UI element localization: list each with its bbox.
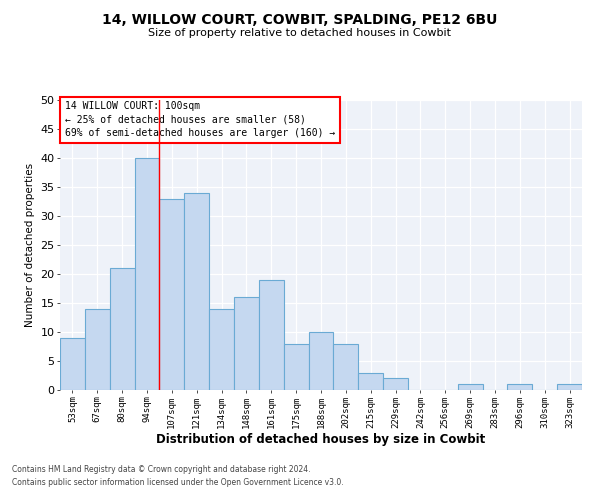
Bar (184, 193, 209, 390)
Bar (358, 372, 383, 390)
Bar (134, 158, 160, 390)
Bar (160, 198, 184, 390)
Text: Contains HM Land Registry data © Crown copyright and database right 2024.: Contains HM Land Registry data © Crown c… (12, 466, 311, 474)
Bar (85, 309, 110, 390)
Text: 14, WILLOW COURT, COWBIT, SPALDING, PE12 6BU: 14, WILLOW COURT, COWBIT, SPALDING, PE12… (103, 12, 497, 26)
Bar (458, 384, 482, 390)
Bar (259, 280, 284, 390)
Bar (60, 338, 85, 390)
Bar (557, 384, 582, 390)
Bar (284, 344, 308, 390)
Text: Contains public sector information licensed under the Open Government Licence v3: Contains public sector information licen… (12, 478, 344, 487)
Bar (508, 384, 532, 390)
Bar (234, 297, 259, 390)
Bar (334, 344, 358, 390)
Bar (110, 268, 134, 390)
Y-axis label: Number of detached properties: Number of detached properties (25, 163, 35, 327)
Bar (308, 332, 334, 390)
Bar (209, 309, 234, 390)
Text: Size of property relative to detached houses in Cowbit: Size of property relative to detached ho… (149, 28, 452, 38)
Bar (383, 378, 408, 390)
Text: 14 WILLOW COURT: 100sqm
← 25% of detached houses are smaller (58)
69% of semi-de: 14 WILLOW COURT: 100sqm ← 25% of detache… (65, 102, 335, 138)
Text: Distribution of detached houses by size in Cowbit: Distribution of detached houses by size … (157, 432, 485, 446)
